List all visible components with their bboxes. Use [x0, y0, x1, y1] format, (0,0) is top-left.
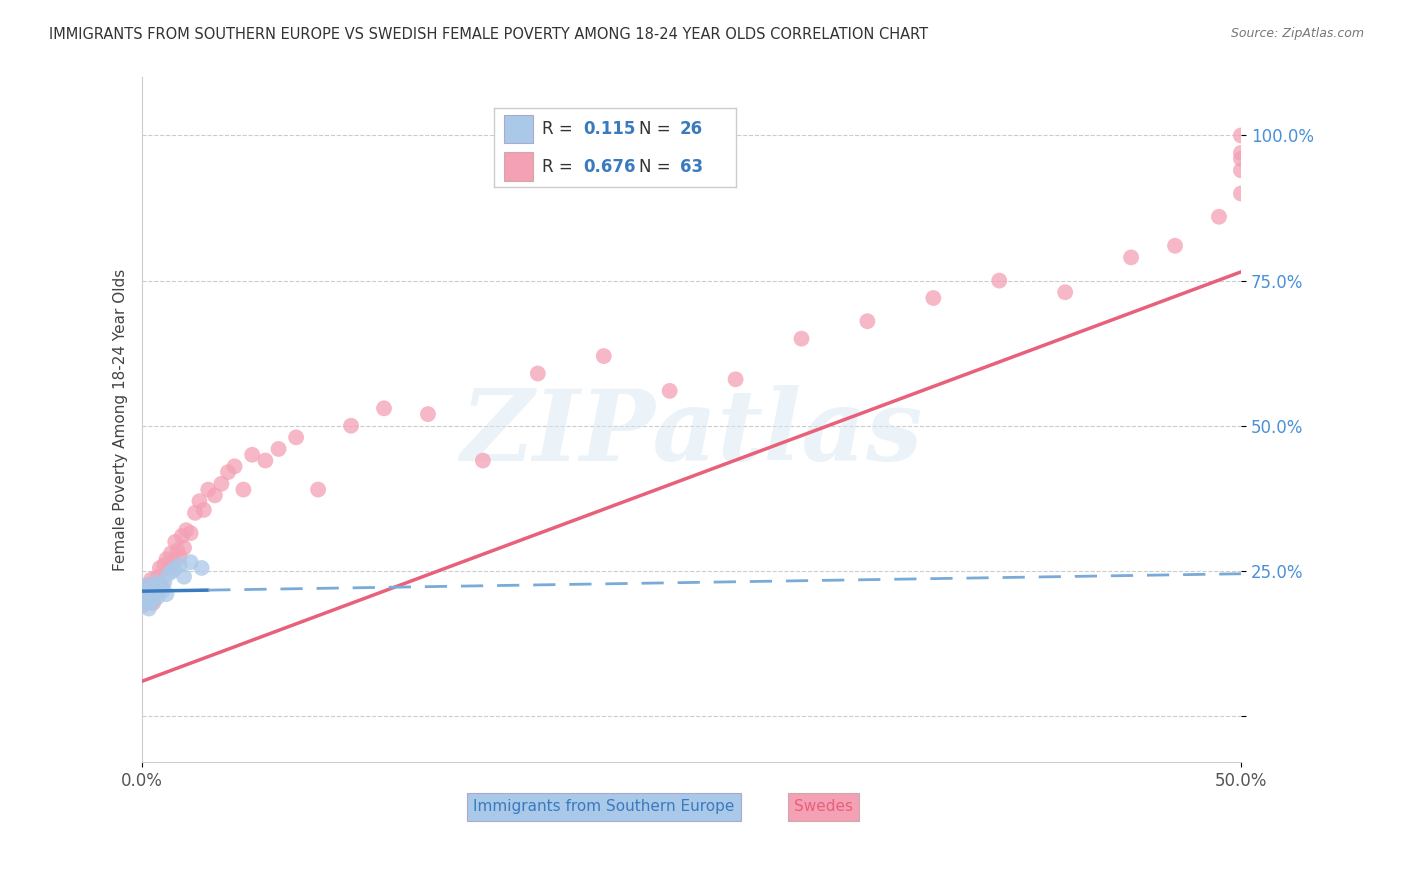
Point	[138, 593, 160, 607]
Point	[1054, 285, 1077, 300]
Point	[138, 578, 160, 592]
Point	[267, 442, 290, 456]
Point	[209, 476, 232, 491]
Point	[155, 587, 177, 601]
Point	[131, 599, 153, 613]
Point	[145, 587, 167, 601]
Point	[1230, 145, 1253, 160]
Point	[149, 578, 172, 592]
Point	[180, 555, 202, 569]
Point	[142, 596, 165, 610]
Point	[1230, 152, 1253, 166]
Point	[190, 561, 212, 575]
Point	[169, 549, 191, 564]
Point	[149, 561, 172, 575]
Point	[658, 384, 681, 398]
Point	[146, 581, 169, 595]
Point	[139, 587, 162, 601]
Point	[180, 526, 202, 541]
Point	[139, 573, 162, 587]
Point	[173, 541, 195, 555]
Point	[373, 401, 395, 416]
Point	[471, 453, 494, 467]
Point	[150, 584, 173, 599]
Point	[592, 349, 614, 363]
Point	[188, 494, 211, 508]
Text: Immigrants from Southern Europe: Immigrants from Southern Europe	[472, 799, 734, 814]
Point	[139, 596, 162, 610]
Point	[169, 558, 191, 572]
Point	[1164, 239, 1187, 253]
Point	[166, 543, 188, 558]
Point	[340, 418, 363, 433]
Point	[142, 593, 165, 607]
Point	[153, 558, 176, 572]
Point	[134, 584, 156, 599]
Point	[135, 581, 157, 595]
Point	[184, 506, 207, 520]
Point	[153, 575, 176, 590]
Text: IMMIGRANTS FROM SOUTHERN EUROPE VS SWEDISH FEMALE POVERTY AMONG 18-24 YEAR OLDS : IMMIGRANTS FROM SOUTHERN EUROPE VS SWEDI…	[49, 27, 928, 42]
Point	[307, 483, 329, 497]
Point	[1230, 186, 1253, 201]
Point	[134, 593, 156, 607]
Point	[155, 552, 177, 566]
Point	[285, 430, 308, 444]
Point	[165, 561, 187, 575]
Point	[157, 561, 180, 575]
Point	[1119, 251, 1142, 265]
Point	[170, 529, 193, 543]
Point	[790, 332, 813, 346]
Point	[174, 523, 197, 537]
Point	[416, 407, 439, 421]
Text: Source: ZipAtlas.com: Source: ZipAtlas.com	[1230, 27, 1364, 40]
Point	[165, 534, 187, 549]
Point	[146, 584, 169, 599]
Point	[146, 569, 169, 583]
Point	[1230, 163, 1253, 178]
Text: Swedes: Swedes	[794, 799, 853, 814]
Point	[150, 578, 173, 592]
Point	[240, 448, 263, 462]
Point	[142, 593, 165, 607]
Point	[527, 367, 550, 381]
Point	[134, 596, 156, 610]
Point	[922, 291, 945, 305]
Point	[135, 593, 157, 607]
Point	[1230, 128, 1253, 143]
Point	[204, 488, 226, 502]
Point	[160, 546, 183, 560]
Point	[134, 587, 156, 601]
Point	[173, 569, 195, 583]
Point	[142, 584, 165, 599]
Point	[724, 372, 747, 386]
Point	[197, 483, 219, 497]
Point	[131, 590, 153, 604]
Point	[162, 564, 184, 578]
Point	[254, 453, 277, 467]
Point	[217, 465, 239, 479]
Point	[224, 459, 246, 474]
Point	[856, 314, 879, 328]
Point	[1208, 210, 1230, 224]
Text: ZIPatlas: ZIPatlas	[460, 385, 922, 482]
Point	[138, 587, 160, 601]
Point	[145, 575, 167, 590]
Point	[162, 555, 184, 569]
Point	[988, 274, 1011, 288]
Point	[135, 584, 157, 599]
Point	[146, 590, 169, 604]
Point	[145, 575, 167, 590]
Point	[139, 581, 162, 595]
Point	[135, 578, 157, 592]
Y-axis label: Female Poverty Among 18-24 Year Olds: Female Poverty Among 18-24 Year Olds	[114, 268, 128, 571]
Point	[138, 601, 160, 615]
Point	[193, 503, 215, 517]
Point	[232, 483, 254, 497]
Point	[157, 566, 180, 581]
